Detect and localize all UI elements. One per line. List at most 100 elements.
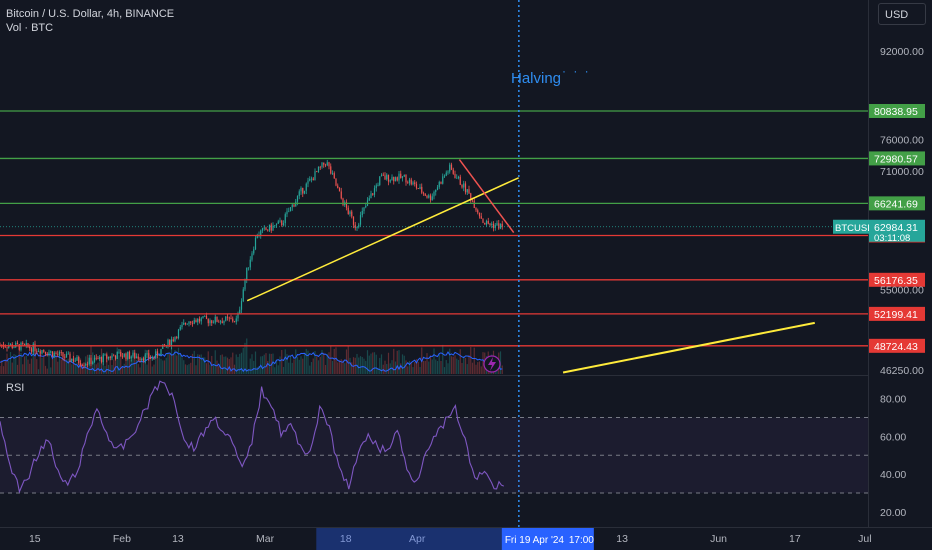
candle-body[interactable] — [211, 320, 213, 323]
candle-body[interactable] — [230, 318, 232, 319]
candle-body[interactable] — [498, 223, 500, 229]
candle-body[interactable] — [125, 353, 127, 360]
candle-body[interactable] — [184, 322, 187, 325]
candle-body[interactable] — [302, 187, 304, 194]
candle-body[interactable] — [242, 289, 244, 302]
candle-body[interactable] — [177, 329, 180, 339]
candle-body[interactable] — [204, 316, 206, 317]
candle-body[interactable] — [99, 357, 101, 359]
candle-body[interactable] — [37, 351, 40, 353]
candle-body[interactable] — [499, 223, 502, 229]
candle-body[interactable] — [197, 318, 199, 323]
candle-body[interactable] — [496, 223, 498, 225]
candle-body[interactable] — [51, 351, 54, 357]
candle-body[interactable] — [1, 344, 3, 346]
candle-body[interactable] — [86, 364, 89, 365]
candle-body[interactable] — [468, 189, 470, 194]
candle-body[interactable] — [314, 171, 316, 181]
candle-body[interactable] — [64, 356, 66, 358]
candle-body[interactable] — [239, 309, 241, 314]
candle-body[interactable] — [275, 223, 278, 226]
candle-body[interactable] — [386, 174, 388, 180]
candle-body[interactable] — [473, 200, 475, 208]
candle-body[interactable] — [478, 212, 481, 217]
candle-body[interactable] — [436, 187, 439, 190]
candle-body[interactable] — [331, 173, 334, 174]
candle-body[interactable] — [260, 230, 262, 236]
candle-body[interactable] — [109, 356, 111, 359]
candle-body[interactable] — [326, 162, 328, 166]
candle-body[interactable] — [57, 353, 59, 355]
candle-body[interactable] — [286, 211, 288, 215]
candle-body[interactable] — [8, 345, 10, 348]
candle-body[interactable] — [244, 279, 246, 290]
candle-body[interactable] — [235, 318, 237, 322]
candle-body[interactable] — [263, 227, 265, 229]
candle-body[interactable] — [330, 166, 332, 174]
candle-body[interactable] — [281, 220, 283, 226]
candle-body[interactable] — [401, 176, 404, 178]
candle-body[interactable] — [291, 204, 293, 208]
candle-body[interactable] — [55, 352, 57, 354]
candle-body[interactable] — [272, 225, 274, 231]
candle-body[interactable] — [43, 350, 45, 352]
candle-body[interactable] — [415, 184, 418, 189]
candle-body[interactable] — [4, 346, 6, 348]
candle-body[interactable] — [53, 352, 55, 357]
candle-body[interactable] — [233, 321, 236, 323]
candle-body[interactable] — [9, 344, 12, 346]
candle-body[interactable] — [422, 192, 425, 194]
candle-body[interactable] — [324, 164, 327, 166]
candle-body[interactable] — [277, 221, 279, 224]
candle-body[interactable] — [256, 236, 258, 238]
candle-body[interactable] — [50, 351, 52, 353]
candle-body[interactable] — [127, 351, 129, 360]
candle-body[interactable] — [237, 313, 239, 319]
halving-more-icon[interactable]: · · · — [562, 64, 591, 78]
candle-body[interactable] — [151, 356, 153, 359]
candle-body[interactable] — [456, 177, 458, 179]
candle-body[interactable] — [321, 162, 323, 167]
candle-body[interactable] — [22, 342, 24, 344]
symbol-title[interactable]: Bitcoin / U.S. Dollar, 4h, BINANCE — [6, 8, 175, 20]
candle-body[interactable] — [464, 183, 467, 193]
candle-body[interactable] — [303, 190, 306, 194]
candle-body[interactable] — [114, 355, 117, 359]
candle-body[interactable] — [88, 357, 90, 365]
candle-body[interactable] — [345, 202, 348, 208]
candle-body[interactable] — [15, 342, 17, 348]
candle-body[interactable] — [358, 224, 360, 228]
candle-body[interactable] — [149, 358, 152, 359]
candle-body[interactable] — [463, 183, 465, 188]
candle-body[interactable] — [130, 356, 132, 359]
candle-body[interactable] — [32, 343, 34, 352]
candle-body[interactable] — [232, 318, 234, 322]
candle-body[interactable] — [41, 350, 43, 354]
candle-body[interactable] — [181, 324, 183, 327]
candle-body[interactable] — [407, 182, 409, 184]
candle-body[interactable] — [102, 354, 104, 363]
candle-body[interactable] — [424, 193, 426, 196]
candle-body[interactable] — [491, 223, 493, 225]
candle-body[interactable] — [90, 357, 92, 365]
candle-body[interactable] — [400, 173, 402, 178]
currency-button[interactable]: USD — [878, 3, 926, 25]
candle-body[interactable] — [349, 211, 351, 215]
candle-body[interactable] — [379, 176, 381, 185]
candle-body[interactable] — [148, 353, 150, 359]
candle-body[interactable] — [46, 353, 48, 355]
candle-body[interactable] — [398, 173, 400, 181]
candle-body[interactable] — [188, 321, 190, 324]
candle-body[interactable] — [167, 339, 169, 346]
candle-body[interactable] — [134, 352, 136, 359]
candle-body[interactable] — [132, 352, 134, 357]
candle-body[interactable] — [433, 191, 435, 197]
candle-body[interactable] — [216, 316, 218, 322]
candle-body[interactable] — [0, 344, 1, 346]
candle-body[interactable] — [174, 337, 176, 342]
candle-body[interactable] — [74, 360, 76, 362]
candle-body[interactable] — [58, 351, 61, 355]
candle-body[interactable] — [482, 218, 484, 223]
lightning-icon[interactable] — [483, 355, 501, 373]
